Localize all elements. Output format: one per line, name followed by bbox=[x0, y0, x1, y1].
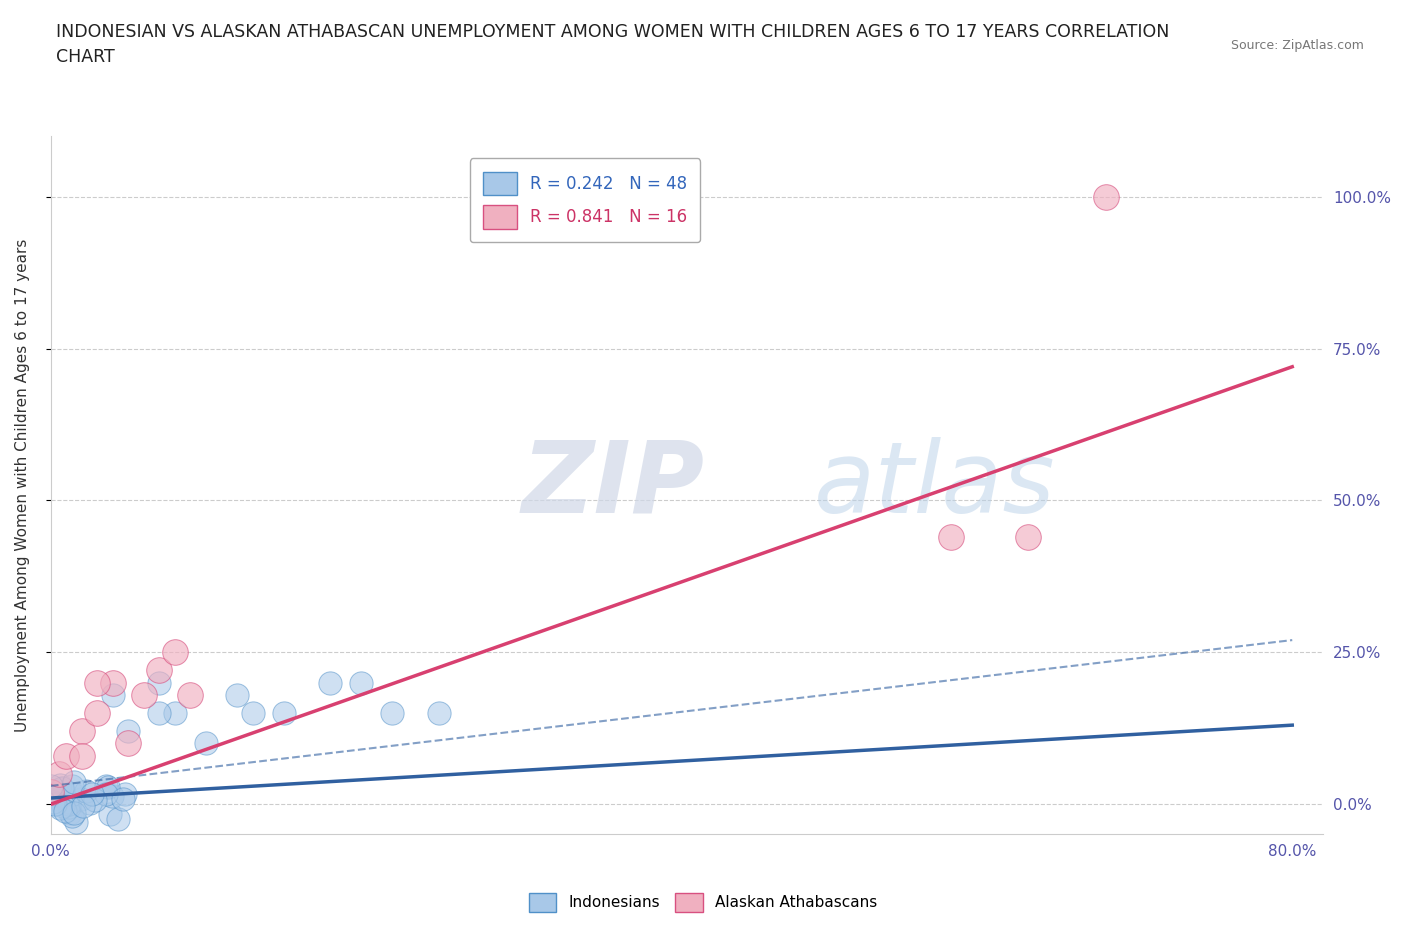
Point bbox=[48, 766, 70, 781]
Point bbox=[148, 663, 170, 678]
Point bbox=[163, 706, 186, 721]
Point bbox=[114, 787, 136, 802]
Point bbox=[63, 805, 86, 820]
Point bbox=[117, 724, 139, 738]
Point bbox=[101, 687, 124, 702]
Point bbox=[80, 786, 103, 801]
Point bbox=[84, 793, 107, 808]
Point bbox=[51, 780, 73, 795]
Point bbox=[163, 644, 186, 659]
Point bbox=[59, 805, 82, 820]
Point bbox=[98, 806, 121, 821]
Text: INDONESIAN VS ALASKAN ATHABASCAN UNEMPLOYMENT AMONG WOMEN WITH CHILDREN AGES 6 T: INDONESIAN VS ALASKAN ATHABASCAN UNEMPLO… bbox=[56, 23, 1170, 66]
Point bbox=[86, 675, 108, 690]
Point bbox=[1017, 529, 1039, 544]
Point bbox=[381, 706, 404, 721]
Point bbox=[44, 796, 66, 811]
Point bbox=[107, 812, 129, 827]
Point bbox=[117, 736, 139, 751]
Point bbox=[55, 804, 77, 819]
Point bbox=[58, 796, 80, 811]
Point bbox=[97, 779, 120, 794]
Point bbox=[58, 794, 80, 809]
Point bbox=[75, 783, 97, 798]
Text: Source: ZipAtlas.com: Source: ZipAtlas.com bbox=[1230, 39, 1364, 52]
Point bbox=[94, 787, 117, 802]
Point bbox=[48, 801, 70, 816]
Point bbox=[79, 795, 101, 810]
Point bbox=[62, 787, 84, 802]
Point bbox=[49, 789, 72, 804]
Point bbox=[132, 687, 155, 702]
Point bbox=[42, 794, 65, 809]
Text: ZIP: ZIP bbox=[522, 437, 704, 534]
Point bbox=[148, 706, 170, 721]
Y-axis label: Unemployment Among Women with Children Ages 6 to 17 years: Unemployment Among Women with Children A… bbox=[15, 238, 30, 732]
Point bbox=[427, 706, 450, 721]
Point bbox=[195, 736, 218, 751]
Point bbox=[350, 675, 373, 690]
Point bbox=[65, 815, 87, 830]
Point bbox=[55, 748, 77, 763]
Point bbox=[111, 791, 134, 806]
Text: atlas: atlas bbox=[814, 437, 1056, 534]
Point bbox=[273, 706, 295, 721]
Point bbox=[148, 675, 170, 690]
Point bbox=[939, 529, 962, 544]
Point bbox=[101, 789, 124, 804]
Point bbox=[70, 724, 93, 738]
Legend: Indonesians, Alaskan Athabascans: Indonesians, Alaskan Athabascans bbox=[523, 887, 883, 918]
Point bbox=[63, 774, 86, 789]
Point bbox=[49, 781, 72, 796]
Legend: R = 0.242   N = 48, R = 0.841   N = 16: R = 0.242 N = 48, R = 0.841 N = 16 bbox=[470, 158, 700, 242]
Point bbox=[1095, 189, 1118, 204]
Point bbox=[70, 748, 93, 763]
Point bbox=[101, 675, 124, 690]
Point bbox=[52, 799, 75, 814]
Point bbox=[58, 800, 80, 815]
Point bbox=[242, 706, 264, 721]
Point bbox=[179, 687, 201, 702]
Point bbox=[69, 792, 91, 807]
Point bbox=[49, 777, 72, 792]
Point bbox=[45, 788, 67, 803]
Point bbox=[319, 675, 342, 690]
Point bbox=[41, 778, 63, 793]
Point bbox=[72, 799, 94, 814]
Point bbox=[94, 778, 117, 793]
Point bbox=[60, 808, 83, 823]
Point bbox=[86, 706, 108, 721]
Point bbox=[226, 687, 249, 702]
Point bbox=[39, 785, 62, 800]
Point bbox=[60, 778, 83, 793]
